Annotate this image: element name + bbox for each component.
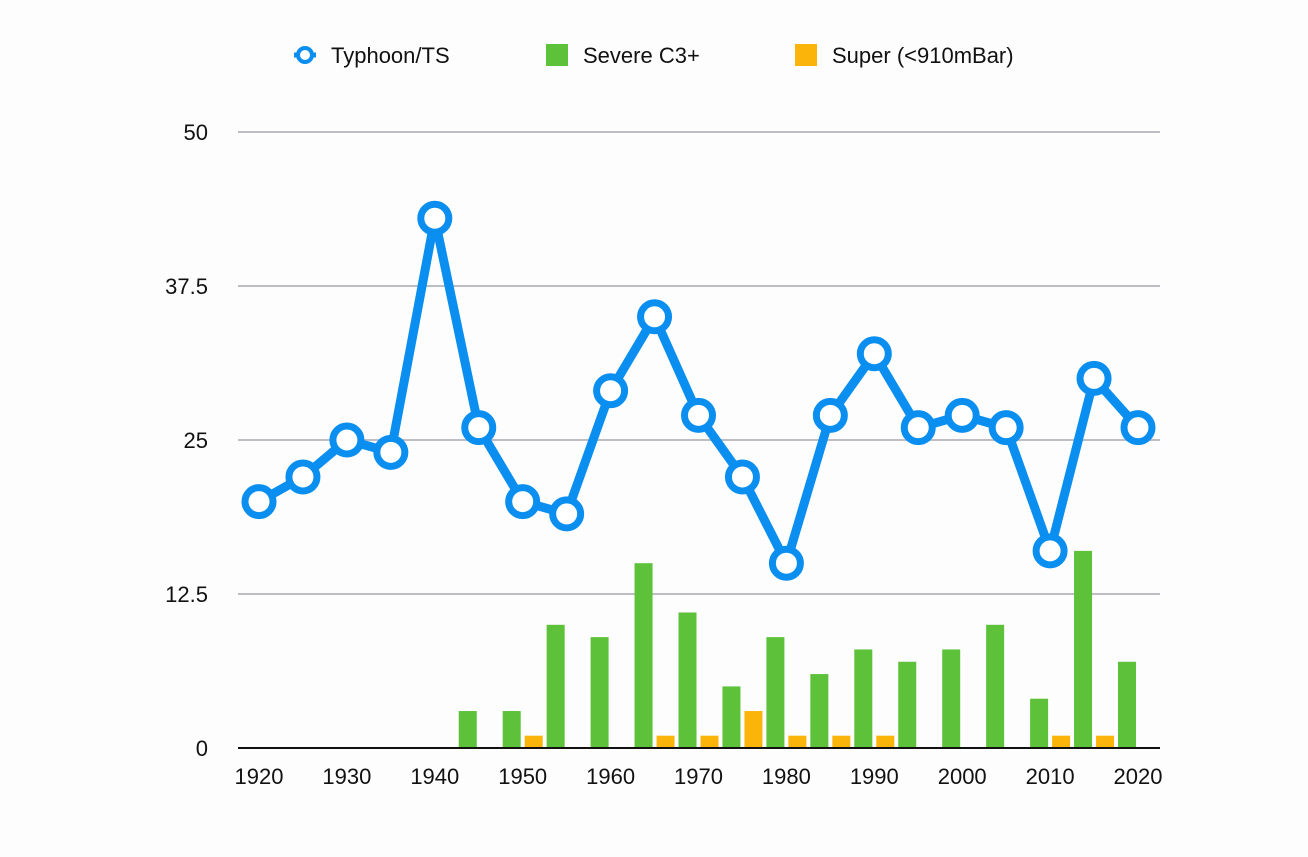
y-tick-label: 50 [184,120,208,145]
bar-severe [634,563,653,748]
typhoon-point [724,459,760,495]
legend: Typhoon/TS Severe C3+ Super (<910mBar) [294,43,1014,68]
x-tick-label: 1940 [410,764,459,789]
y-tick-label: 0 [196,736,208,761]
bar-severe [722,686,741,748]
bar-severe [678,612,697,748]
typhoon-point [593,373,629,409]
legend-label: Severe C3+ [583,43,700,68]
bar-super [700,735,719,748]
bar-severe [546,624,565,748]
x-tick-label: 1960 [586,764,635,789]
legend-severe-swatch [546,44,568,66]
y-axis-ticks: 0 12.5 25 37.5 50 [165,120,208,761]
bar-super [832,735,851,748]
typhoon-point [461,410,497,446]
typhoon-point [505,484,541,520]
typhoon-point [241,484,277,520]
bar-severe [590,637,609,748]
typhoon-point [1076,360,1112,396]
bar-severe [766,637,785,748]
typhoon-point [944,397,980,433]
typhoon-point [988,410,1024,446]
bar-severe [986,624,1005,748]
typhoon-point [417,200,453,236]
x-tick-label: 1930 [322,764,371,789]
bar-super [788,735,807,748]
legend-point-marker [296,46,314,64]
bar-super [1096,735,1115,748]
typhoon-point [329,422,365,458]
typhoon-point [812,397,848,433]
typhoon-line [254,213,1143,568]
bar-super [656,735,675,748]
y-tick-label: 25 [184,428,208,453]
gridlines [238,131,1160,595]
typhoon-point [856,336,892,372]
y-tick-label: 12.5 [165,582,208,607]
typhoon-point [637,299,673,335]
bars [458,550,1136,748]
bar-severe [458,711,477,748]
bar-severe [942,649,961,748]
bar-severe [810,674,829,748]
typhoon-point [1120,410,1156,446]
typhoon-point [768,545,804,581]
typhoon-point [549,496,585,532]
bar-super [876,735,895,748]
bar-super [744,711,763,748]
bar-severe [1030,698,1049,748]
bar-severe [898,661,917,748]
typhoon-point [681,397,716,433]
x-tick-label: 2010 [1026,764,1075,789]
legend-label: Typhoon/TS [331,43,450,68]
typhoon-point [900,410,936,446]
x-tick-label: 2020 [1114,764,1163,789]
x-tick-label: 1920 [235,764,284,789]
x-tick-label: 2000 [938,764,987,789]
bar-severe [502,711,521,748]
bar-severe [1074,550,1093,748]
typhoon-point [1032,533,1068,569]
bar-severe [854,649,873,748]
legend-label: Super (<910mBar) [832,43,1014,68]
line-series [254,213,1143,568]
line-points [241,200,1156,581]
bar-severe [1118,661,1136,748]
x-tick-label: 1980 [762,764,811,789]
legend-super-swatch [795,44,817,66]
typhoon-point [373,434,409,470]
bar-super [1052,735,1071,748]
bar-super [524,735,543,748]
x-tick-label: 1970 [674,764,723,789]
x-tick-label: 1990 [850,764,899,789]
y-tick-label: 37.5 [165,274,208,299]
x-axis-ticks: 1920 1930 1940 1950 1960 1970 1980 1990 2000 2010… [235,764,1163,789]
x-tick-label: 1950 [498,764,547,789]
typhoon-point [285,459,321,495]
